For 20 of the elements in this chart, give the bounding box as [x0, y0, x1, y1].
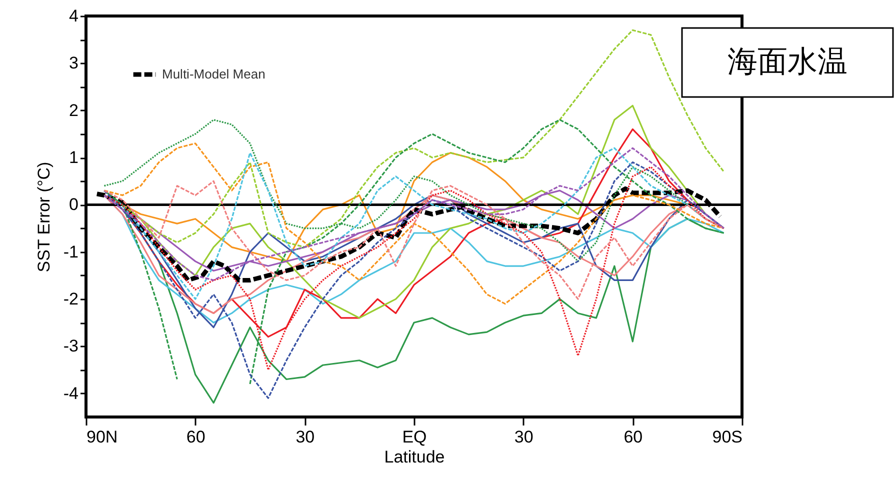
y-tick-label: 2: [69, 100, 78, 120]
y-axis-title: SST Error (°C): [34, 162, 54, 272]
x-tick-label: 90S: [712, 428, 742, 446]
x-tick-label: 90N: [86, 428, 118, 446]
x-axis-title: Latitude: [384, 448, 445, 466]
y-tick-label: 4: [69, 6, 78, 26]
x-tick-label: 60: [624, 428, 643, 446]
y-tick-label: 1: [69, 148, 78, 168]
y-tick-label: -3: [63, 336, 78, 356]
x-tick-label: EQ: [402, 428, 427, 446]
y-tick-label: -2: [63, 290, 78, 309]
y-tick-label: -1: [63, 242, 78, 262]
y-tick-label: 3: [69, 54, 78, 73]
annotation: 海面水温: [728, 44, 848, 80]
legend-label: Multi-Model Mean: [162, 66, 266, 82]
y-tick-label: -4: [63, 384, 78, 403]
y-tick-label: 0: [69, 195, 78, 214]
x-tick-label: 30: [296, 428, 315, 446]
x-tick-label: 60: [186, 428, 206, 446]
x-tick-label: 30: [514, 428, 534, 446]
